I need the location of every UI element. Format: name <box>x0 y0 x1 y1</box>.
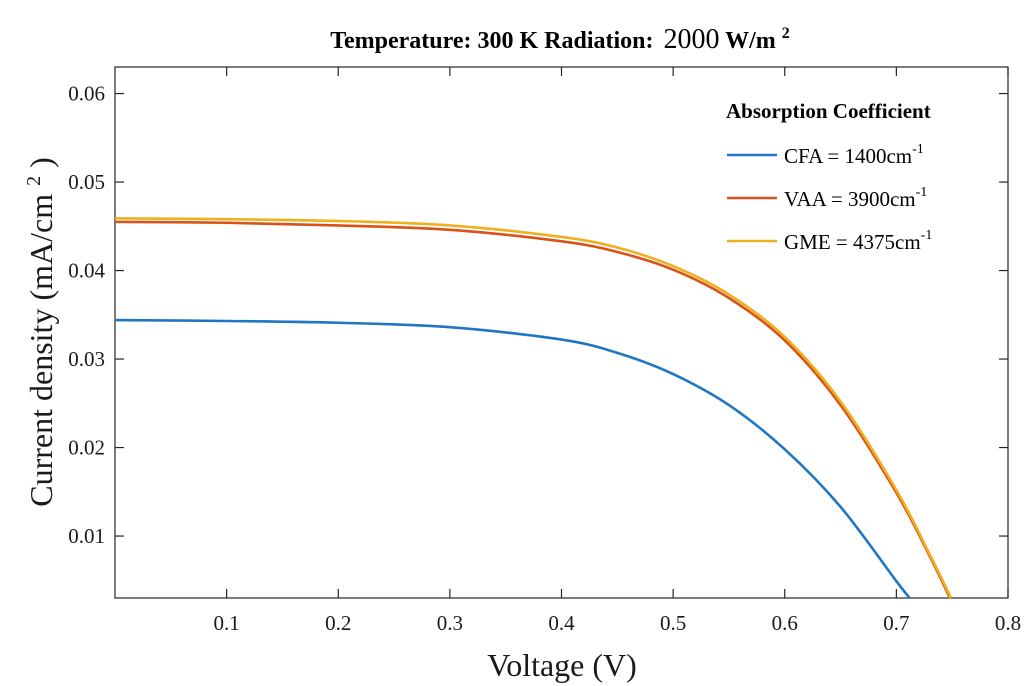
legend-title: Absorption Coefficient <box>726 99 931 123</box>
y-axis-label-close: ) <box>23 157 59 168</box>
legend-entries: CFA = 1400cm-1 VAA = 3900cm-1 GME = 4375cm… <box>727 142 932 254</box>
chart-title-prefix: Temperature: 300 K Radiation: <box>330 28 653 54</box>
legend-entry-vaa: VAA = 3900cm-1 <box>727 185 927 211</box>
y-axis-label-sup: 2 <box>23 176 45 186</box>
legend-label: VAA = 3900cm-1 <box>784 185 927 211</box>
legend-entry-cfa: CFA = 1400cm-1 <box>727 142 924 168</box>
x-tick-label: 0.5 <box>660 611 686 635</box>
y-tick-label: 0.04 <box>68 259 105 283</box>
y-tick-label: 0.02 <box>68 436 105 460</box>
y-tick-label: 0.01 <box>68 524 105 548</box>
x-tick-label: 0.1 <box>214 611 240 635</box>
y-tick-label: 0.05 <box>68 170 105 194</box>
axis-ticks: 0.1 0.2 0.3 0.4 0.5 0.6 0.7 0.8 0.01 0.02 0.03 0.04… <box>68 67 1021 635</box>
chart-title-value: 2000 <box>664 24 720 55</box>
x-tick-label: 0.8 <box>995 611 1021 635</box>
y-tick-label: 0.06 <box>68 82 105 106</box>
series-line-vaa <box>114 220 952 599</box>
x-axis-label: Voltage (V) <box>487 647 637 683</box>
series-line-cfa <box>114 318 911 599</box>
chart-title-unit: W/m <box>725 28 776 54</box>
plot-area <box>114 66 1009 599</box>
x-tick-label: 0.3 <box>437 611 463 635</box>
x-tick-label: 0.6 <box>772 611 798 635</box>
legend: Absorption Coefficient CFA = 1400cm-1 VAA… <box>726 99 932 254</box>
series-line-gme <box>114 217 953 599</box>
y-tick-label: 0.03 <box>68 347 105 371</box>
legend-label: CFA = 1400cm-1 <box>784 142 924 168</box>
y-axis-label: Current density (mA/cm 2 ) <box>11 157 59 506</box>
y-axis-label-main: Current density (mA/cm <box>23 194 59 507</box>
series-lines <box>114 217 953 599</box>
chart-title-unit-sup: 2 <box>782 25 790 42</box>
legend-label: GME = 4375cm-1 <box>784 228 932 254</box>
x-tick-label: 0.2 <box>325 611 351 635</box>
x-tick-label: 0.4 <box>548 611 575 635</box>
x-tick-label: 0.7 <box>883 611 909 635</box>
chart-title: Temperature: 300 K Radiation: 2000 W/m 2 <box>330 24 790 55</box>
legend-entry-gme: GME = 4375cm-1 <box>727 228 932 254</box>
